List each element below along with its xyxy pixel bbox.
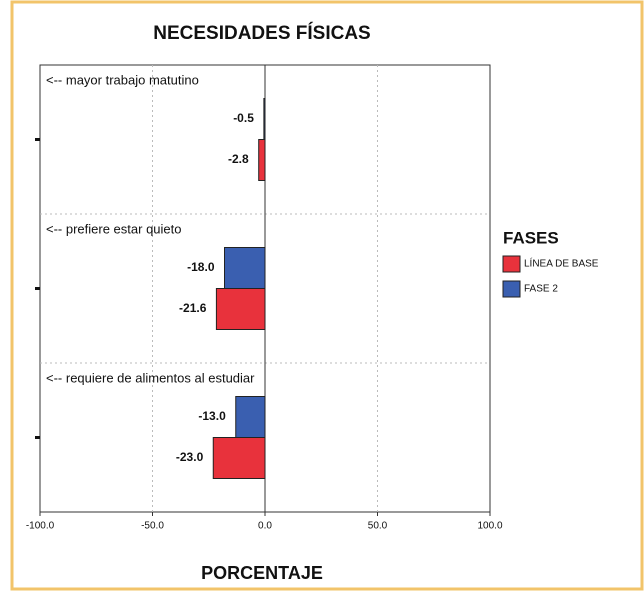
- value-label: -0.5: [233, 111, 254, 125]
- x-tick-label: -50.0: [141, 521, 164, 532]
- value-label: -2.8: [228, 152, 249, 166]
- legend-swatch: [502, 255, 521, 273]
- bar: [212, 437, 266, 479]
- bar: [235, 396, 266, 438]
- category-label: <-- prefiere estar quieto: [46, 221, 181, 236]
- x-tick-label: 100.0: [477, 521, 502, 532]
- x-tick-label: 50.0: [368, 521, 388, 532]
- value-label: -18.0: [187, 260, 215, 274]
- legend-title: FASES: [503, 228, 559, 247]
- x-tick-label: -100.0: [26, 521, 55, 532]
- bar: [215, 288, 266, 330]
- category-label: <-- mayor trabajo matutino: [46, 72, 199, 87]
- value-label: -21.6: [179, 301, 207, 315]
- chart-title: NECESIDADES FÍSICAS: [153, 22, 370, 44]
- x-axis-title: PORCENTAJE: [201, 563, 323, 583]
- legend-label: FASE 2: [524, 284, 558, 295]
- bar: [258, 139, 266, 181]
- bar: [224, 247, 266, 289]
- value-label: -23.0: [176, 450, 204, 464]
- x-tick-label: 0.0: [258, 521, 272, 532]
- category-label: <-- requiere de alimentos al estudiar: [46, 370, 255, 385]
- legend-swatch: [502, 280, 521, 298]
- legend-label: LÍNEA DE BASE: [524, 257, 599, 270]
- bar: [263, 98, 266, 140]
- value-label: -13.0: [198, 409, 226, 423]
